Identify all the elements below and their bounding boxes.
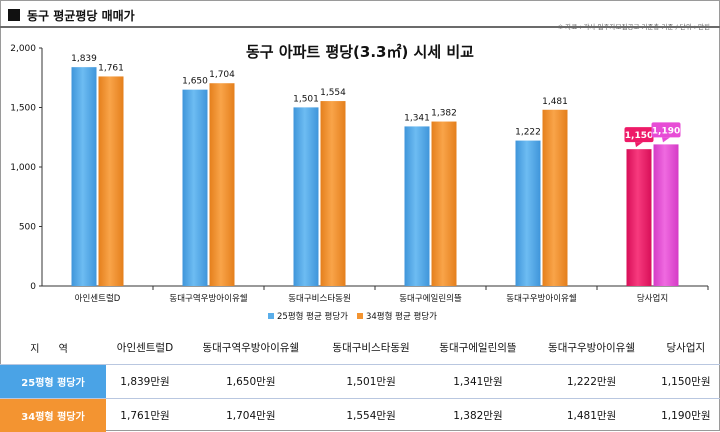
bar-34 [543, 110, 568, 286]
bar-25 [627, 149, 652, 286]
price-table: 지 역 아인센트럴D 동대구역우방아이유쉘 동대구비스타동원 동대구에일린의뜰 … [0, 330, 720, 432]
table-col-header: 동대구우방아이유쉘 [531, 330, 651, 365]
legend-label-34: 34평형 평균 평당가 [366, 310, 437, 322]
data-label: 1,704 [209, 70, 235, 80]
bar-25 [294, 107, 319, 286]
table-cell: 1,650만원 [184, 365, 318, 399]
bar-34 [432, 122, 457, 286]
data-label: 1,501 [293, 94, 319, 104]
data-label: 1,481 [542, 97, 568, 107]
x-tick-label: 동대구우방아이유쉘 [506, 293, 577, 304]
x-tick-label: 아인센트럴D [75, 293, 121, 304]
table-cell: 1,501만원 [318, 365, 425, 399]
data-label: 1,554 [320, 88, 346, 98]
table-row: 34평형 평당가 1,761만원 1,704만원 1,554만원 1,382만원… [0, 399, 720, 432]
legend-swatch-25 [268, 313, 274, 319]
table-cell: 1,190만원 [652, 399, 720, 432]
table-col-header: 동대구에일린의뜰 [425, 330, 532, 365]
x-tick-label: 동대구역우방아이유쉘 [169, 293, 247, 304]
x-tick-label: 동대구비스타동원 [288, 294, 351, 304]
data-label: 1,839 [71, 54, 97, 64]
legend-swatch-34 [357, 313, 363, 319]
table-cell: 1,554만원 [318, 399, 425, 432]
x-tick-label: 동대구에일린의뜰 [399, 293, 462, 304]
data-label: 1,150 [625, 131, 653, 141]
table-cell: 1,382만원 [425, 399, 532, 432]
x-tick-label: 당사업지 [637, 293, 668, 304]
row-label-34: 34평형 평당가 [0, 399, 106, 432]
bar-34 [321, 101, 346, 286]
bar-25 [516, 141, 541, 286]
table-col-header: 동대구역우방아이유쉘 [184, 330, 318, 365]
y-tick-label: 0 [30, 282, 36, 292]
bar-34 [99, 76, 124, 286]
y-tick-label: 1,500 [10, 104, 36, 114]
data-label: 1,382 [431, 109, 457, 119]
table-cell: 1,761만원 [106, 399, 184, 432]
table-col-header: 당사업지 [652, 330, 720, 365]
region-header: 지 역 [0, 330, 106, 365]
table-cell: 1,341만원 [425, 365, 532, 399]
data-label-pointer [662, 137, 670, 142]
data-label-pointer [635, 142, 643, 147]
chart-legend: 25평형 평균 평당가 34평형 평균 평당가 [268, 310, 446, 322]
bar-25 [72, 67, 97, 286]
table-cell: 1,222만원 [531, 365, 651, 399]
table-cell: 1,704만원 [184, 399, 318, 432]
data-label: 1,222 [515, 128, 541, 138]
table-row: 25평형 평당가 1,839만원 1,650만원 1,501만원 1,341만원… [0, 365, 720, 399]
bar-34 [210, 83, 235, 286]
bar-25 [405, 126, 430, 286]
legend-label-25: 25평형 평균 평당가 [277, 310, 348, 322]
data-label: 1,190 [652, 126, 680, 136]
table-cell: 1,481만원 [531, 399, 651, 432]
legend-item-25: 25평형 평균 평당가 [268, 310, 348, 322]
table-cell: 1,839만원 [106, 365, 184, 399]
table-col-header: 동대구비스타동원 [318, 330, 425, 365]
data-label: 1,761 [98, 63, 124, 73]
legend-item-34: 34평형 평균 평당가 [357, 310, 437, 322]
row-label-25: 25평형 평당가 [0, 365, 106, 399]
y-tick-label: 500 [19, 223, 36, 233]
data-label: 1,341 [404, 113, 430, 123]
data-label: 1,650 [182, 77, 208, 87]
y-tick-label: 2,000 [10, 44, 36, 54]
bar-34 [654, 144, 679, 286]
bar-25 [183, 90, 208, 286]
table-cell: 1,150만원 [652, 365, 720, 399]
table-header-row: 지 역 아인센트럴D 동대구역우방아이유쉘 동대구비스타동원 동대구에일린의뜰 … [0, 330, 720, 365]
y-tick-label: 1,000 [10, 163, 36, 173]
table-col-header: 아인센트럴D [106, 330, 184, 365]
